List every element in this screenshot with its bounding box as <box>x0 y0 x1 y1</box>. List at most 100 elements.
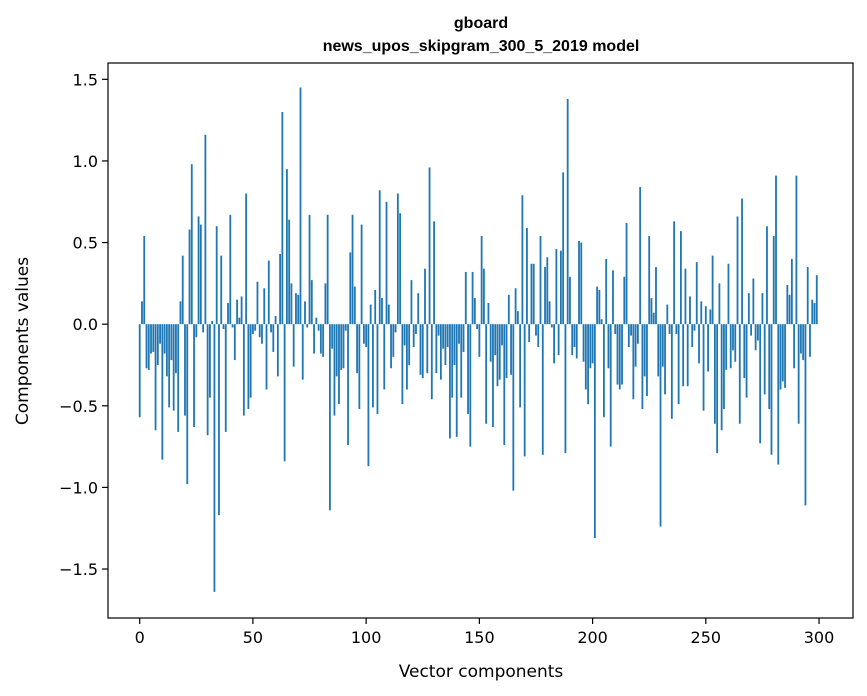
bar-49 <box>249 324 252 398</box>
bar-101 <box>367 324 370 467</box>
bar-156 <box>492 324 494 428</box>
bar-281 <box>775 175 777 325</box>
bar-81 <box>322 324 325 357</box>
bar-190 <box>569 276 571 325</box>
bar-200 <box>591 324 594 364</box>
bar-68 <box>292 324 295 367</box>
bar-54 <box>261 324 263 344</box>
bar-292 <box>800 324 802 354</box>
bar-105 <box>376 324 379 414</box>
chart-title-line1: gboard <box>454 15 508 32</box>
bar-48 <box>247 324 250 410</box>
bar-159 <box>498 324 501 380</box>
bar-92 <box>347 324 349 445</box>
bar-100 <box>365 324 368 348</box>
bar-117 <box>403 324 406 346</box>
bar-50 <box>252 324 254 334</box>
bar-95 <box>353 286 356 325</box>
bar-237 <box>675 324 678 334</box>
bar-29 <box>204 134 207 325</box>
bar-184 <box>555 249 558 325</box>
bar-132 <box>437 324 440 336</box>
bar-106 <box>378 190 381 325</box>
bar-58 <box>270 324 272 333</box>
bar-89 <box>340 324 343 370</box>
bar-269 <box>747 293 750 325</box>
bar-3 <box>145 324 148 369</box>
bar-145 <box>467 324 469 414</box>
bar-19 <box>181 255 184 325</box>
bar-74 <box>306 324 309 328</box>
bar-163 <box>507 294 510 325</box>
bar-111 <box>390 324 392 369</box>
y-tick-label: 0.0 <box>73 315 98 334</box>
bar-285 <box>784 324 786 388</box>
bar-28 <box>202 324 205 333</box>
bar-208 <box>609 324 612 447</box>
bar-96 <box>356 324 358 374</box>
bar-187 <box>562 172 565 325</box>
bar-169 <box>521 195 524 325</box>
bar-63 <box>281 111 284 325</box>
bar-199 <box>589 324 592 369</box>
bar-290 <box>795 175 798 325</box>
bar-198 <box>587 324 589 405</box>
chart-title: gboard news_upos_skipgram_300_5_2019 mod… <box>323 15 640 55</box>
bar-70 <box>297 294 300 325</box>
bar-55 <box>263 288 266 325</box>
bar-147 <box>471 271 474 325</box>
bar-250 <box>704 306 707 325</box>
bar-267 <box>743 324 746 379</box>
bar-274 <box>759 324 762 444</box>
bar-141 <box>458 324 460 344</box>
bar-242 <box>686 324 689 387</box>
bar-167 <box>516 311 519 325</box>
bar-144 <box>464 271 467 325</box>
bar-72 <box>301 324 304 380</box>
bar-127 <box>426 324 429 374</box>
bar-103 <box>372 324 374 408</box>
bar-69 <box>295 293 297 325</box>
bar-2 <box>143 236 146 325</box>
bar-151 <box>480 236 483 325</box>
bar-107 <box>381 298 383 325</box>
bar-296 <box>809 324 811 357</box>
bar-294 <box>804 324 807 506</box>
bar-297 <box>811 299 814 325</box>
bar-21 <box>186 324 189 485</box>
bar-266 <box>741 198 743 325</box>
bar-5 <box>150 324 152 354</box>
bar-51 <box>254 324 257 331</box>
bar-17 <box>177 324 180 432</box>
bar-232 <box>664 324 666 395</box>
bar-162 <box>505 324 508 379</box>
x-tick-label: 0 <box>135 628 145 647</box>
bar-76 <box>310 280 313 325</box>
y-tick-label: −1.0 <box>59 478 98 497</box>
bar-215 <box>625 222 628 325</box>
bar-241 <box>684 268 687 325</box>
bar-33 <box>213 324 216 592</box>
bar-205 <box>603 324 605 418</box>
bar-90 <box>342 324 345 369</box>
bar-12 <box>165 324 168 377</box>
bar-118 <box>406 324 408 390</box>
bar-270 <box>750 324 753 336</box>
bar-1 <box>141 301 143 325</box>
bar-258 <box>723 324 725 410</box>
bar-137 <box>449 324 451 439</box>
x-tick-label: 50 <box>243 628 263 647</box>
bar-214 <box>623 276 626 325</box>
bar-142 <box>460 324 463 398</box>
bar-98 <box>360 224 363 325</box>
bar-53 <box>258 324 261 338</box>
bar-194 <box>578 240 580 325</box>
bar-36 <box>220 255 223 325</box>
bar-248 <box>700 301 703 325</box>
bar-41 <box>231 324 234 328</box>
bar-22 <box>188 229 191 325</box>
bar-99 <box>362 324 365 344</box>
bar-120 <box>410 280 413 325</box>
bar-174 <box>532 263 535 325</box>
bar-16 <box>175 324 177 374</box>
